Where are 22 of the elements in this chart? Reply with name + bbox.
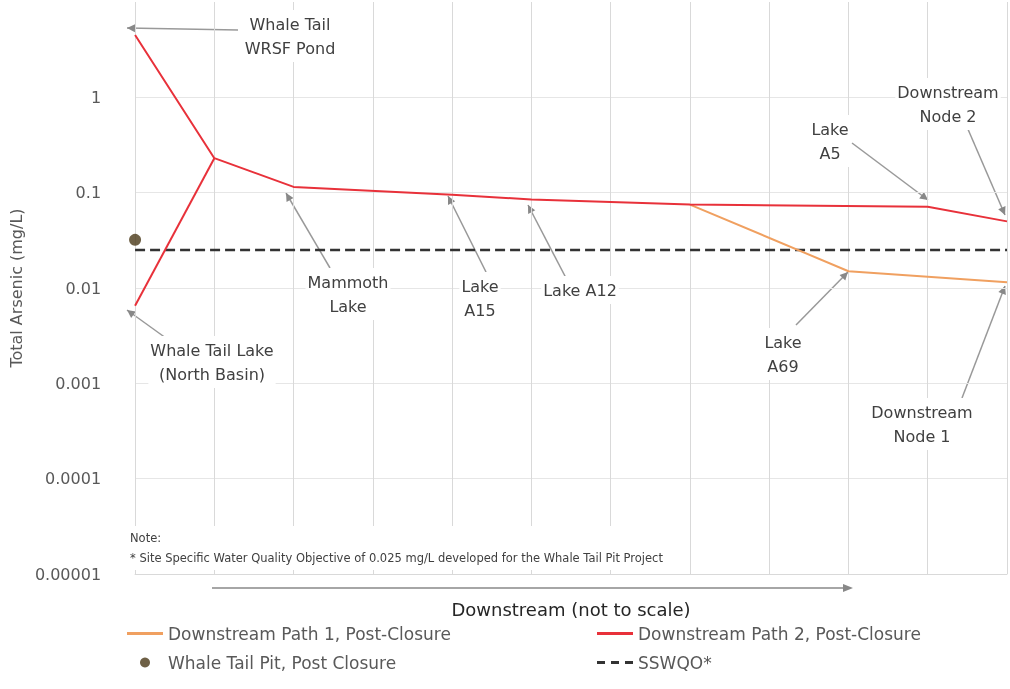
annotation: Lake A12 (543, 280, 617, 300)
annotation: Whale Tail Lake (North Basin) (150, 340, 274, 384)
annotation: Downstream Node 1 (871, 402, 973, 446)
annotation: Lake A5 (811, 119, 849, 163)
y-tick-label: 0.0001 (45, 469, 102, 489)
legend-label: Downstream Path 2, Post-Closure (638, 623, 921, 644)
y-axis-title: Total Arsenic (mg/L) (6, 208, 26, 369)
annotation: Downstream Node 2 (897, 82, 999, 126)
y-tick-label: 0.1 (75, 183, 102, 203)
annotation: Lake A69 (764, 332, 802, 376)
legend-label: SSWQO* (638, 652, 712, 673)
annotation: Mammoth Lake (307, 272, 389, 316)
y-tick-label: 0.01 (65, 278, 102, 298)
y-tick-label: 1 (90, 87, 102, 107)
annotation: Whale Tail WRSF Pond (244, 14, 336, 58)
annotation: Lake A15 (461, 276, 499, 320)
y-tick-label: 0.001 (55, 373, 102, 393)
x-axis-title: Downstream (not to scale) (451, 598, 691, 620)
legend-label: Whale Tail Pit, Post Closure (168, 652, 397, 673)
y-tick-label: 0.00001 (34, 564, 102, 584)
annotation: Note: * Site Specific Water Quality Objective of 0.025 mg/L developed for the Whale Tail Pit Project (130, 531, 664, 565)
legend-label: Downstream Path 1, Post-Closure (168, 623, 451, 644)
